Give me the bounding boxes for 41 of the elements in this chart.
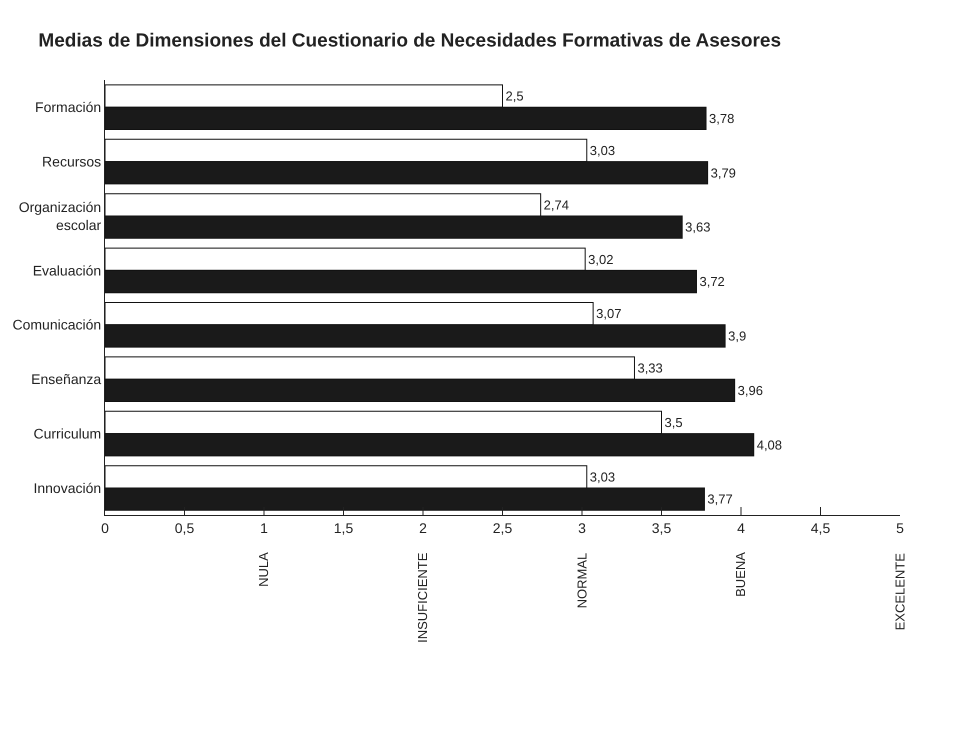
data-label: 3,02 xyxy=(588,252,614,267)
x-tick-label: 3 xyxy=(578,520,586,536)
data-label: 3,78 xyxy=(709,110,734,126)
x-tick-label: 4 xyxy=(737,520,746,536)
data-label: 2,74 xyxy=(544,197,569,212)
x-tick-label: 0 xyxy=(101,520,110,536)
y-tick-label: Evaluación xyxy=(32,262,102,278)
data-label: 3,33 xyxy=(637,360,663,376)
x-tick-label: 3,5 xyxy=(652,520,672,536)
x-tick-label: 1,5 xyxy=(334,520,354,536)
data-label: 3,72 xyxy=(699,274,725,290)
data-label: 3,9 xyxy=(728,328,746,344)
y-tick-label: Formación xyxy=(35,99,102,116)
y-tick-label: Organización escolar xyxy=(18,198,102,233)
text: NULA xyxy=(256,552,272,587)
data-label: 3,77 xyxy=(707,492,733,507)
x-tick-label: 0,5 xyxy=(174,520,194,536)
y-tick-label: Enseñanza xyxy=(31,371,102,388)
y-tick-label: Curriculum xyxy=(34,426,102,442)
chart-title: Medias de Dimensiones del Cuestionario de Necesidades Formativas de Asesores xyxy=(38,30,782,52)
data-label: 3,07 xyxy=(596,306,622,322)
x-tick-label: 1 xyxy=(260,520,268,536)
data-label: 3,03 xyxy=(590,142,616,158)
text: EXCELENTE xyxy=(892,552,908,630)
data-label: 3,79 xyxy=(710,165,736,180)
x-tick-label: 4,5 xyxy=(810,520,830,536)
y-tick-label: Recursos xyxy=(42,154,102,170)
x-tick-label: 5 xyxy=(896,520,904,536)
text: NORMAL xyxy=(574,552,590,608)
data-label: 3,5 xyxy=(664,414,683,430)
y-tick-label: Comunicación xyxy=(12,316,102,333)
data-label: 2,5 xyxy=(506,88,524,104)
y-tick-label: Innovación xyxy=(33,480,102,496)
data-label: 3,03 xyxy=(590,469,616,484)
data-label: 3,96 xyxy=(738,382,763,398)
text: BUENA xyxy=(733,552,748,597)
x-tick-label: 2 xyxy=(419,520,428,536)
data-label: 4,08 xyxy=(756,437,782,452)
text: INSUFICIENTE xyxy=(415,552,430,643)
data-label: 3,63 xyxy=(685,220,710,235)
x-tick-label: 2,5 xyxy=(492,520,512,536)
